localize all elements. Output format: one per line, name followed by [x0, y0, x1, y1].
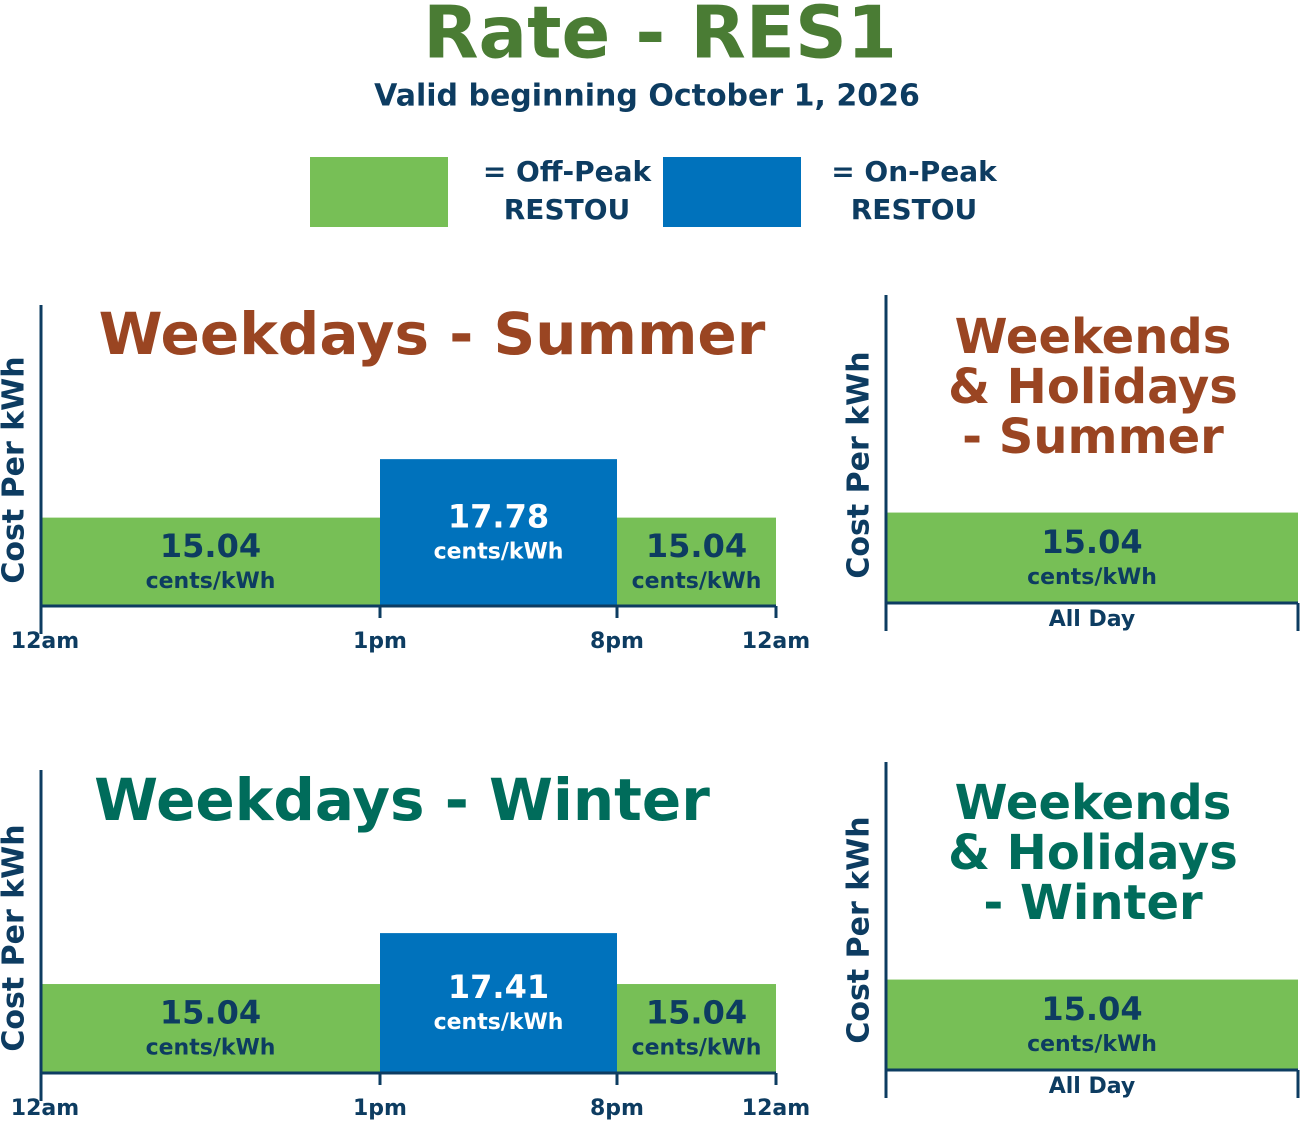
- rate-bar: [617, 517, 776, 606]
- x-label: 1pm: [353, 1096, 407, 1121]
- rate-value: 15.04: [1041, 523, 1142, 561]
- page-title: Rate - RES1: [423, 0, 897, 75]
- x-label: All Day: [1049, 607, 1136, 632]
- legend-label: RESTOU: [504, 193, 631, 226]
- y-axis-label: Cost Per kWh: [0, 824, 32, 1051]
- rate-bar: [617, 984, 776, 1073]
- y-axis-label: Cost Per kWh: [0, 356, 32, 583]
- rate-bar: [41, 984, 380, 1073]
- rate-bar: [886, 979, 1298, 1070]
- panel-title: & Holidays: [948, 359, 1238, 415]
- legend-swatch: [663, 157, 801, 227]
- rate-value: 15.04: [646, 994, 747, 1032]
- panel-title: Weekends: [955, 775, 1232, 831]
- legend-label: = On-Peak: [831, 155, 998, 188]
- panel-title: - Winter: [983, 875, 1203, 931]
- panel-title: Weekdays - Winter: [94, 766, 710, 834]
- rate-bar: [41, 517, 380, 606]
- rate-value: 15.04: [160, 994, 261, 1032]
- rate-unit: cents/kWh: [632, 569, 762, 594]
- rate-bar: [886, 512, 1298, 603]
- rate-value: 15.04: [1041, 990, 1142, 1028]
- panel-title: & Holidays: [948, 825, 1238, 881]
- rate-unit: cents/kWh: [1027, 1032, 1157, 1057]
- rate-value: 15.04: [160, 527, 261, 565]
- x-label: 8pm: [590, 1096, 644, 1121]
- rate-value: 17.41: [448, 968, 549, 1006]
- legend-swatch: [310, 157, 448, 227]
- rate-bar: [380, 459, 617, 606]
- panel-title: Weekdays - Summer: [99, 300, 766, 368]
- x-label: All Day: [1049, 1074, 1136, 1099]
- y-axis-label: Cost Per kWh: [842, 351, 877, 578]
- legend-label: RESTOU: [851, 193, 978, 226]
- panel-title: Weekends: [955, 309, 1232, 365]
- legend-label: = Off-Peak: [483, 155, 653, 188]
- rate-bar: [380, 933, 617, 1073]
- x-label: 12am: [11, 629, 79, 654]
- x-label: 1pm: [353, 629, 407, 654]
- x-label: 8pm: [590, 629, 644, 654]
- rate-value: 15.04: [646, 527, 747, 565]
- x-label: 12am: [742, 1096, 810, 1121]
- rate-unit: cents/kWh: [146, 1036, 276, 1061]
- x-label: 12am: [11, 1096, 79, 1121]
- x-label: 12am: [742, 629, 810, 654]
- rate-unit: cents/kWh: [434, 540, 564, 565]
- rate-unit: cents/kWh: [146, 569, 276, 594]
- rate-unit: cents/kWh: [1027, 565, 1157, 590]
- page-subtitle: Valid beginning October 1, 2026: [374, 79, 920, 114]
- rate-value: 17.78: [448, 498, 549, 536]
- panel-title: - Summer: [962, 409, 1224, 465]
- rate-unit: cents/kWh: [434, 1010, 564, 1035]
- rate-unit: cents/kWh: [632, 1036, 762, 1061]
- y-axis-label: Cost Per kWh: [842, 816, 877, 1043]
